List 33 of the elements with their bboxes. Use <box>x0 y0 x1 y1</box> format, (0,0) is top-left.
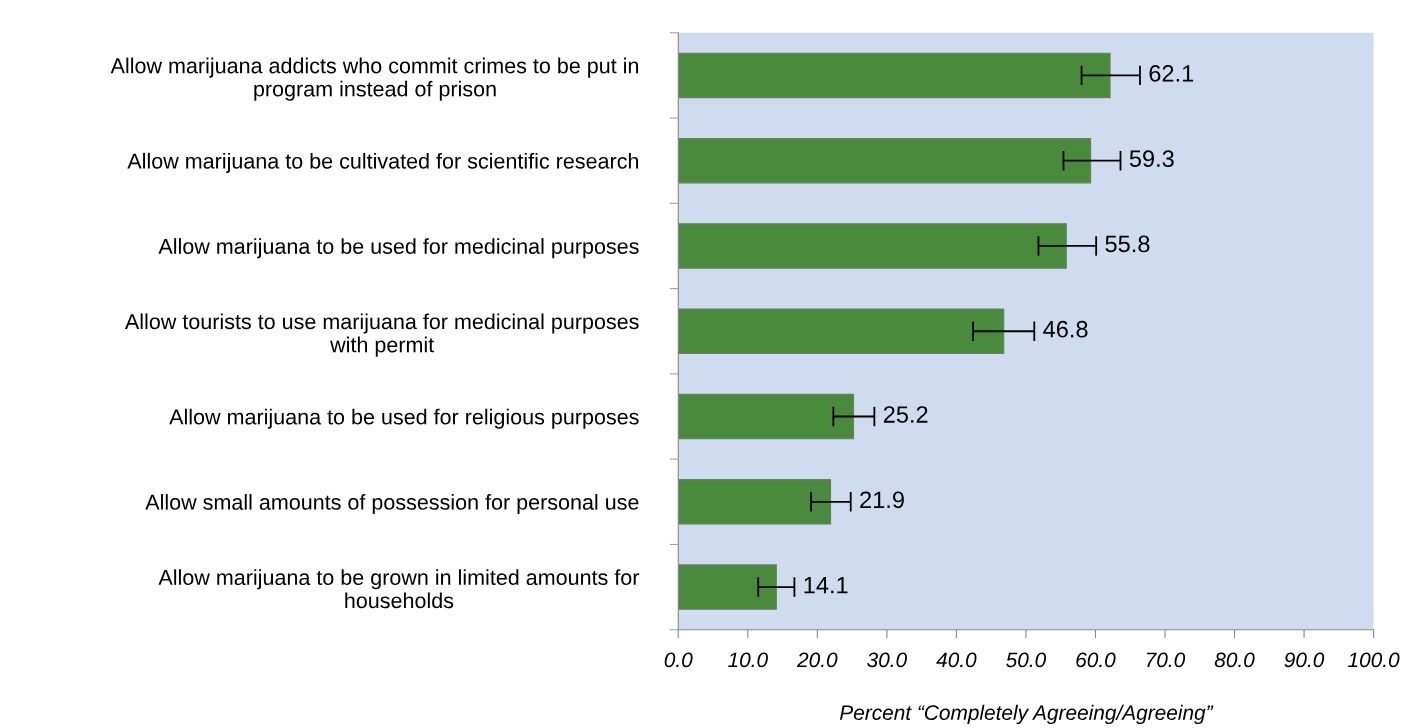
data-label: 25.2 <box>883 406 928 423</box>
x-tick-label: 40.0 <box>936 652 977 668</box>
y-tick-label: Allow small amounts of possession for personal use <box>145 494 639 515</box>
x-tick-label: 80.0 <box>1214 652 1255 668</box>
y-tick-label: Allow tourists to use marijuana for medicinal purposes with permit <box>124 313 639 357</box>
data-label: 62.1 <box>1149 65 1194 82</box>
bar <box>678 308 1005 354</box>
x-tick-label: 30.0 <box>867 652 907 668</box>
x-tick-label: 60.0 <box>1076 652 1116 668</box>
data-label: 21.9 <box>860 491 904 509</box>
data-label: 59.3 <box>1129 150 1174 168</box>
x-tick-label: 10.0 <box>728 652 768 668</box>
y-tick-label: Allow marijuana addicts who commit crimes to be put in program instead of prison <box>110 57 639 101</box>
bar <box>678 52 1111 99</box>
x-tick-label: 100.0 <box>1348 652 1400 668</box>
x-tick-label: 90.0 <box>1284 652 1325 668</box>
y-tick-label: Allow marijuana to be used for religious purposes <box>169 408 639 429</box>
data-label: 46.8 <box>1043 320 1088 338</box>
bar <box>678 479 832 525</box>
bar <box>678 137 1092 184</box>
x-tick-label: 0.0 <box>664 652 693 668</box>
y-tick-label: Allow marijuana to be cultivated for scientific research <box>127 152 639 173</box>
x-axis-title: Percent “Completely Agreeing/Agreeing” <box>839 704 1214 725</box>
y-tick-label: Allow marijuana to be grown in limited amounts for households <box>158 569 640 609</box>
x-tick-label: 50.0 <box>1006 652 1047 668</box>
y-tick-label: Allow marijuana to be used for medicinal purposes <box>158 238 639 259</box>
x-tick-label: 70.0 <box>1146 652 1186 668</box>
x-tick-label: 20.0 <box>796 652 838 668</box>
bar <box>678 564 777 610</box>
data-label: 14.1 <box>804 576 848 594</box>
bar <box>678 393 855 440</box>
data-label: 55.8 <box>1105 235 1150 253</box>
bar <box>678 223 1067 269</box>
